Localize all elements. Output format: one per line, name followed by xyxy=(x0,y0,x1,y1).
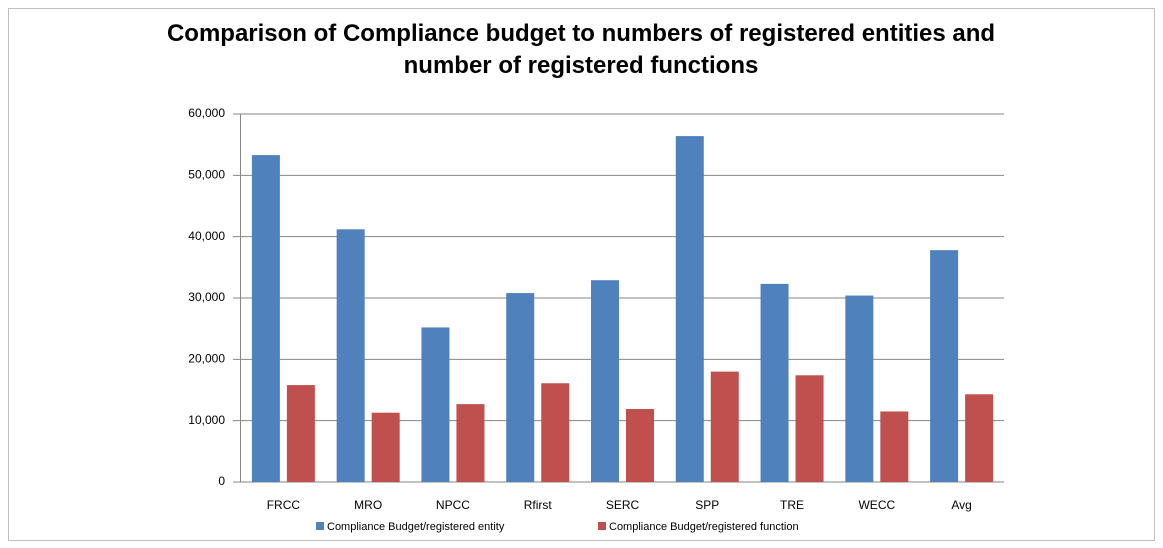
x-tick-label: Avg xyxy=(951,498,971,512)
bar xyxy=(710,371,739,482)
bar xyxy=(371,412,400,482)
bar xyxy=(506,293,535,482)
bar xyxy=(286,385,315,482)
x-tick-label: SERC xyxy=(606,498,640,512)
x-tick-label: FRCC xyxy=(267,498,301,512)
x-tick-label: Rfirst xyxy=(524,498,553,512)
y-tick-label: 50,000 xyxy=(188,168,225,182)
x-tick-label: MRO xyxy=(354,498,382,512)
x-tick-label: WECC xyxy=(858,498,895,512)
legend-label: Compliance Budget/registered entity xyxy=(327,521,505,533)
bar xyxy=(965,394,994,482)
y-tick-label: 20,000 xyxy=(188,352,225,366)
bar xyxy=(930,250,959,482)
bar xyxy=(880,411,909,482)
chart-title: Comparison of Compliance budget to numbe… xyxy=(166,20,996,79)
bar xyxy=(795,375,824,482)
bar xyxy=(591,280,619,482)
y-tick-label: 10,000 xyxy=(188,413,225,427)
x-tick-label: TRE xyxy=(780,498,804,512)
x-tick-label: NPCC xyxy=(436,498,470,512)
y-tick-label: 30,000 xyxy=(188,290,225,304)
bar xyxy=(421,327,450,482)
bar xyxy=(675,136,704,482)
bar xyxy=(336,229,365,482)
bar xyxy=(845,295,874,482)
bar xyxy=(541,383,570,482)
bar xyxy=(251,155,280,483)
legend-swatch xyxy=(316,522,324,530)
y-tick-label: 40,000 xyxy=(188,229,225,243)
bar xyxy=(456,404,485,482)
x-tick-label: SPP xyxy=(695,498,719,512)
y-tick-label: 60,000 xyxy=(188,106,225,120)
bar xyxy=(760,283,789,482)
legend-swatch xyxy=(598,522,606,530)
legend-label: Compliance Budget/registered function xyxy=(609,521,799,533)
chart-border xyxy=(8,8,1155,541)
y-tick-label: 0 xyxy=(218,474,225,488)
bar xyxy=(626,409,654,482)
